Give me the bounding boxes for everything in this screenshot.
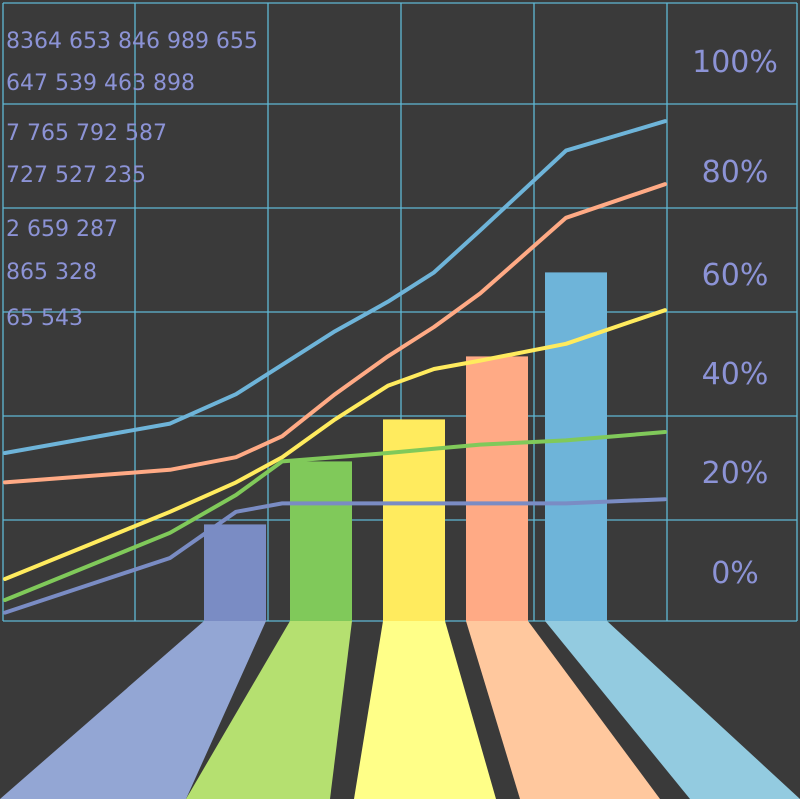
y-tick-label: 40% xyxy=(702,357,769,392)
series-line xyxy=(3,497,667,615)
floor-stripe xyxy=(545,621,800,799)
number-row: 8364 653 846 989 655 xyxy=(6,29,258,54)
number-row: 2 659 287 xyxy=(6,217,118,242)
number-row: 65 543 xyxy=(6,306,83,331)
trend-lines xyxy=(3,119,667,615)
series-line xyxy=(3,119,667,455)
series-line xyxy=(3,182,667,485)
bar xyxy=(204,524,266,621)
floor-stripe xyxy=(354,621,496,799)
bar xyxy=(290,461,352,621)
y-tick-label: 20% xyxy=(702,456,769,491)
number-row: 865 328 xyxy=(6,260,97,285)
number-row: 647 539 463 898 xyxy=(6,71,195,96)
bars xyxy=(204,272,607,621)
floor-stripes xyxy=(0,621,800,799)
y-tick-labels: 0% 20% 40% 60% 80% 100% xyxy=(692,45,778,591)
y-tick-label: 60% xyxy=(702,258,769,293)
series-line xyxy=(3,308,667,581)
y-tick-label: 80% xyxy=(702,155,769,190)
floor-stripe xyxy=(466,621,660,799)
floor-stripe xyxy=(186,621,352,799)
y-tick-label: 100% xyxy=(692,45,778,80)
number-rows: 8364 653 846 989 655 647 539 463 898 7 765… xyxy=(6,29,258,331)
floor-stripe xyxy=(0,621,266,799)
bar xyxy=(466,356,528,621)
y-tick-label: 0% xyxy=(711,556,759,591)
number-row: 727 527 235 xyxy=(6,163,146,188)
number-row: 7 765 792 587 xyxy=(6,121,167,146)
series-line xyxy=(3,430,667,602)
bar xyxy=(545,272,607,621)
